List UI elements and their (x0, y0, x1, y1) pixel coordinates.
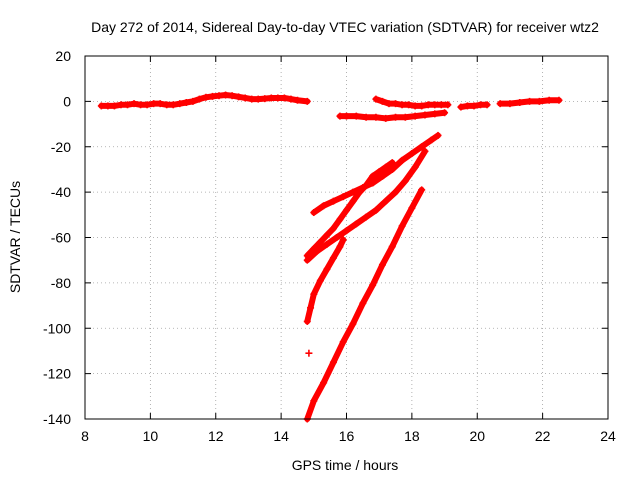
axis-ticks: 8 10 12 14 16 18 20 22 24 20 0 -20 -40 -60 -80 -100 -120… (43, 48, 616, 444)
x-tick-label: 14 (273, 428, 289, 444)
y-tick-label: -140 (43, 411, 71, 427)
y-tick-label: -100 (43, 320, 71, 336)
y-tick-label: 20 (55, 48, 71, 64)
data-trace-segment (399, 205, 415, 230)
data-trace-segment (310, 379, 327, 404)
y-tick-label: -40 (51, 184, 71, 200)
x-tick-label: 20 (469, 428, 485, 444)
data-trace-segment (389, 223, 406, 250)
data-trace-segment (330, 338, 347, 366)
data-trace-segment (408, 186, 425, 212)
data-trace-segment (304, 397, 317, 422)
data-point (339, 236, 347, 244)
data-point (555, 96, 563, 104)
chart-title: Day 272 of 2014, Sidereal Day-to-day VTE… (91, 19, 599, 35)
x-tick-label: 18 (404, 428, 420, 444)
y-axis-label: SDTVAR / TECUs (7, 181, 23, 293)
x-axis-label: GPS time / hours (292, 457, 399, 473)
x-tick-label: 8 (81, 428, 89, 444)
data-trace-segment (379, 243, 396, 268)
data-trace-segment (412, 148, 428, 171)
data-point (303, 97, 311, 105)
data-point (418, 186, 426, 194)
x-tick-label: 22 (535, 428, 551, 444)
x-tick-label: 10 (143, 428, 159, 444)
data-trace-segment (340, 320, 357, 345)
data-point (421, 147, 429, 155)
data-points (97, 91, 563, 423)
data-point (441, 109, 449, 117)
data-trace-segment (350, 300, 366, 327)
x-tick-label: 16 (339, 428, 355, 444)
data-point (434, 131, 442, 139)
data-point (444, 101, 452, 109)
x-tick-label: 12 (208, 428, 224, 444)
data-trace-segment (369, 261, 386, 289)
x-tick-label: 24 (600, 428, 616, 444)
data-trace-segment (359, 282, 376, 307)
y-tick-label: -80 (51, 275, 71, 291)
data-trace-segment (320, 359, 337, 386)
data-point (305, 349, 313, 357)
data-point (483, 101, 491, 109)
data-point (388, 159, 396, 167)
y-tick-label: 0 (63, 93, 71, 109)
y-tick-label: -20 (51, 139, 71, 155)
y-tick-label: -120 (43, 366, 71, 382)
y-tick-label: -60 (51, 230, 71, 246)
